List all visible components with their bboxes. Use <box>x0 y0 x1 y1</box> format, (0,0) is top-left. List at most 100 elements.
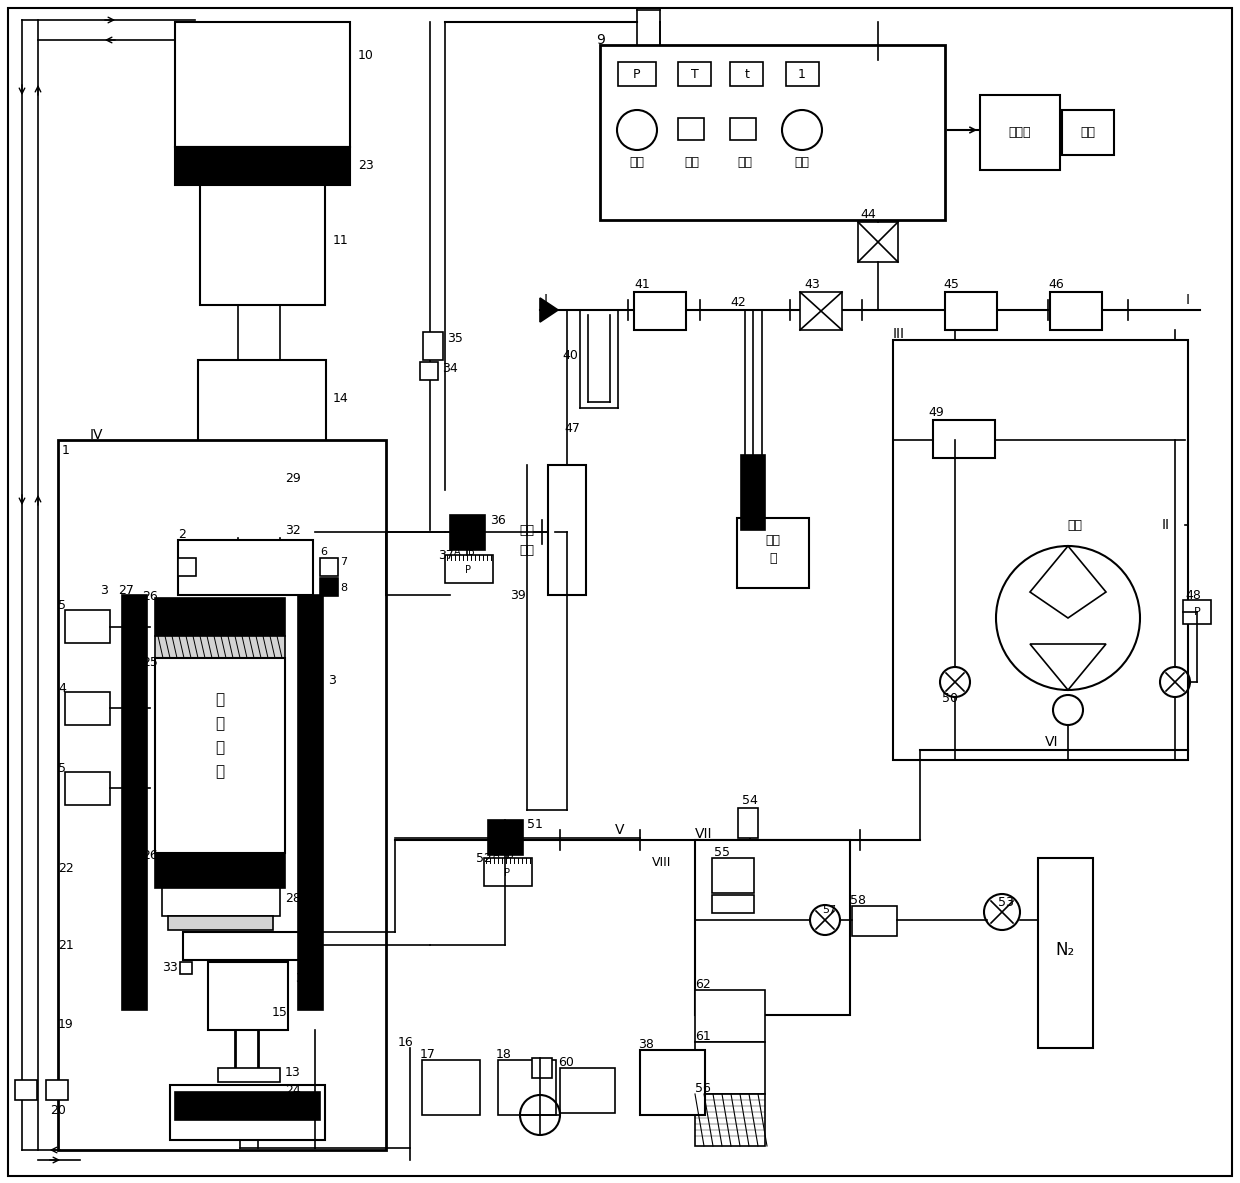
Bar <box>548 465 587 595</box>
Text: 自动: 自动 <box>738 155 753 168</box>
Bar <box>932 420 994 458</box>
Bar <box>175 22 350 147</box>
Text: 39: 39 <box>510 588 526 601</box>
Text: 33: 33 <box>162 961 177 974</box>
Text: 系统: 系统 <box>520 543 534 556</box>
Bar <box>198 360 326 442</box>
Text: 60: 60 <box>558 1055 574 1068</box>
Text: 45: 45 <box>942 278 959 291</box>
Bar <box>422 1060 480 1116</box>
Bar <box>64 692 110 725</box>
Bar <box>218 1068 280 1082</box>
Text: 18: 18 <box>496 1047 512 1060</box>
Polygon shape <box>539 298 558 322</box>
Text: N₂: N₂ <box>1055 940 1075 959</box>
Bar <box>640 1051 706 1116</box>
Bar <box>208 962 288 1030</box>
Text: 32: 32 <box>285 524 301 537</box>
Text: III: III <box>893 327 905 341</box>
Bar <box>155 658 285 853</box>
Bar <box>162 888 280 916</box>
Bar <box>179 539 312 595</box>
Text: 44: 44 <box>861 207 875 220</box>
Text: I: I <box>544 293 548 308</box>
Text: 35: 35 <box>446 331 463 344</box>
Bar <box>1050 292 1102 330</box>
Bar <box>694 1042 765 1094</box>
Text: 17: 17 <box>420 1047 436 1060</box>
Text: 54: 54 <box>742 794 758 807</box>
Text: 58: 58 <box>849 893 866 906</box>
Bar <box>498 1060 556 1116</box>
Bar <box>893 340 1188 759</box>
Text: 51: 51 <box>527 817 543 830</box>
Bar <box>175 1092 320 1120</box>
Text: 29: 29 <box>285 472 301 485</box>
Text: 11: 11 <box>334 233 348 246</box>
Bar <box>15 1080 37 1100</box>
Bar <box>64 772 110 804</box>
Text: 27: 27 <box>118 583 134 596</box>
Text: 57: 57 <box>822 905 836 914</box>
Text: 加热: 加热 <box>630 155 645 168</box>
Text: 30: 30 <box>295 971 311 984</box>
Bar <box>155 636 285 658</box>
Bar <box>858 222 898 261</box>
Text: 26: 26 <box>143 589 157 602</box>
Text: T: T <box>691 67 699 80</box>
Bar <box>694 840 849 1015</box>
Text: 13: 13 <box>285 1067 301 1080</box>
Text: 42: 42 <box>730 296 745 309</box>
Bar <box>1183 600 1211 623</box>
Text: 4: 4 <box>58 681 66 694</box>
Text: 48: 48 <box>1185 588 1200 601</box>
Text: 36: 36 <box>490 513 506 526</box>
Text: VI: VI <box>1045 735 1059 749</box>
Bar <box>730 62 763 86</box>
Text: 计算机: 计算机 <box>1009 125 1032 138</box>
Text: A: A <box>454 547 460 557</box>
Text: 41: 41 <box>634 278 650 291</box>
Text: 10: 10 <box>358 49 374 62</box>
Bar <box>489 820 523 855</box>
Text: 53: 53 <box>998 896 1014 909</box>
Bar <box>738 808 758 838</box>
Text: 9: 9 <box>596 33 605 47</box>
Text: 8: 8 <box>340 583 347 593</box>
Text: 23: 23 <box>358 159 373 172</box>
Bar <box>694 990 765 1042</box>
Bar <box>64 610 110 644</box>
Text: 岩: 岩 <box>216 692 224 707</box>
Bar <box>200 185 325 305</box>
Text: 28: 28 <box>285 892 301 905</box>
Text: 49: 49 <box>928 406 944 419</box>
Text: I: I <box>1185 293 1190 308</box>
Text: t: t <box>744 67 749 80</box>
Bar <box>786 62 818 86</box>
Bar <box>712 858 754 893</box>
Text: 40: 40 <box>562 349 578 362</box>
Text: 3: 3 <box>329 673 336 686</box>
Text: 14: 14 <box>334 392 348 405</box>
Bar <box>450 515 485 550</box>
Text: 报警: 报警 <box>795 155 810 168</box>
Bar <box>58 440 386 1150</box>
Text: 22: 22 <box>58 861 73 874</box>
Text: 7: 7 <box>340 557 347 567</box>
Text: 47: 47 <box>564 421 580 434</box>
Text: 20: 20 <box>50 1104 66 1117</box>
Bar <box>180 962 192 974</box>
Text: 56: 56 <box>694 1081 711 1094</box>
Text: VII: VII <box>694 827 713 841</box>
Text: VIII: VIII <box>652 855 671 868</box>
Bar <box>560 1068 615 1113</box>
Text: P: P <box>634 67 641 80</box>
Text: A: A <box>492 851 500 860</box>
Text: 5: 5 <box>58 599 66 612</box>
Text: 37: 37 <box>438 549 454 562</box>
Text: 1: 1 <box>799 67 806 80</box>
Bar <box>484 858 532 886</box>
Bar <box>46 1080 68 1100</box>
Bar <box>423 332 443 360</box>
Text: P: P <box>503 868 510 878</box>
